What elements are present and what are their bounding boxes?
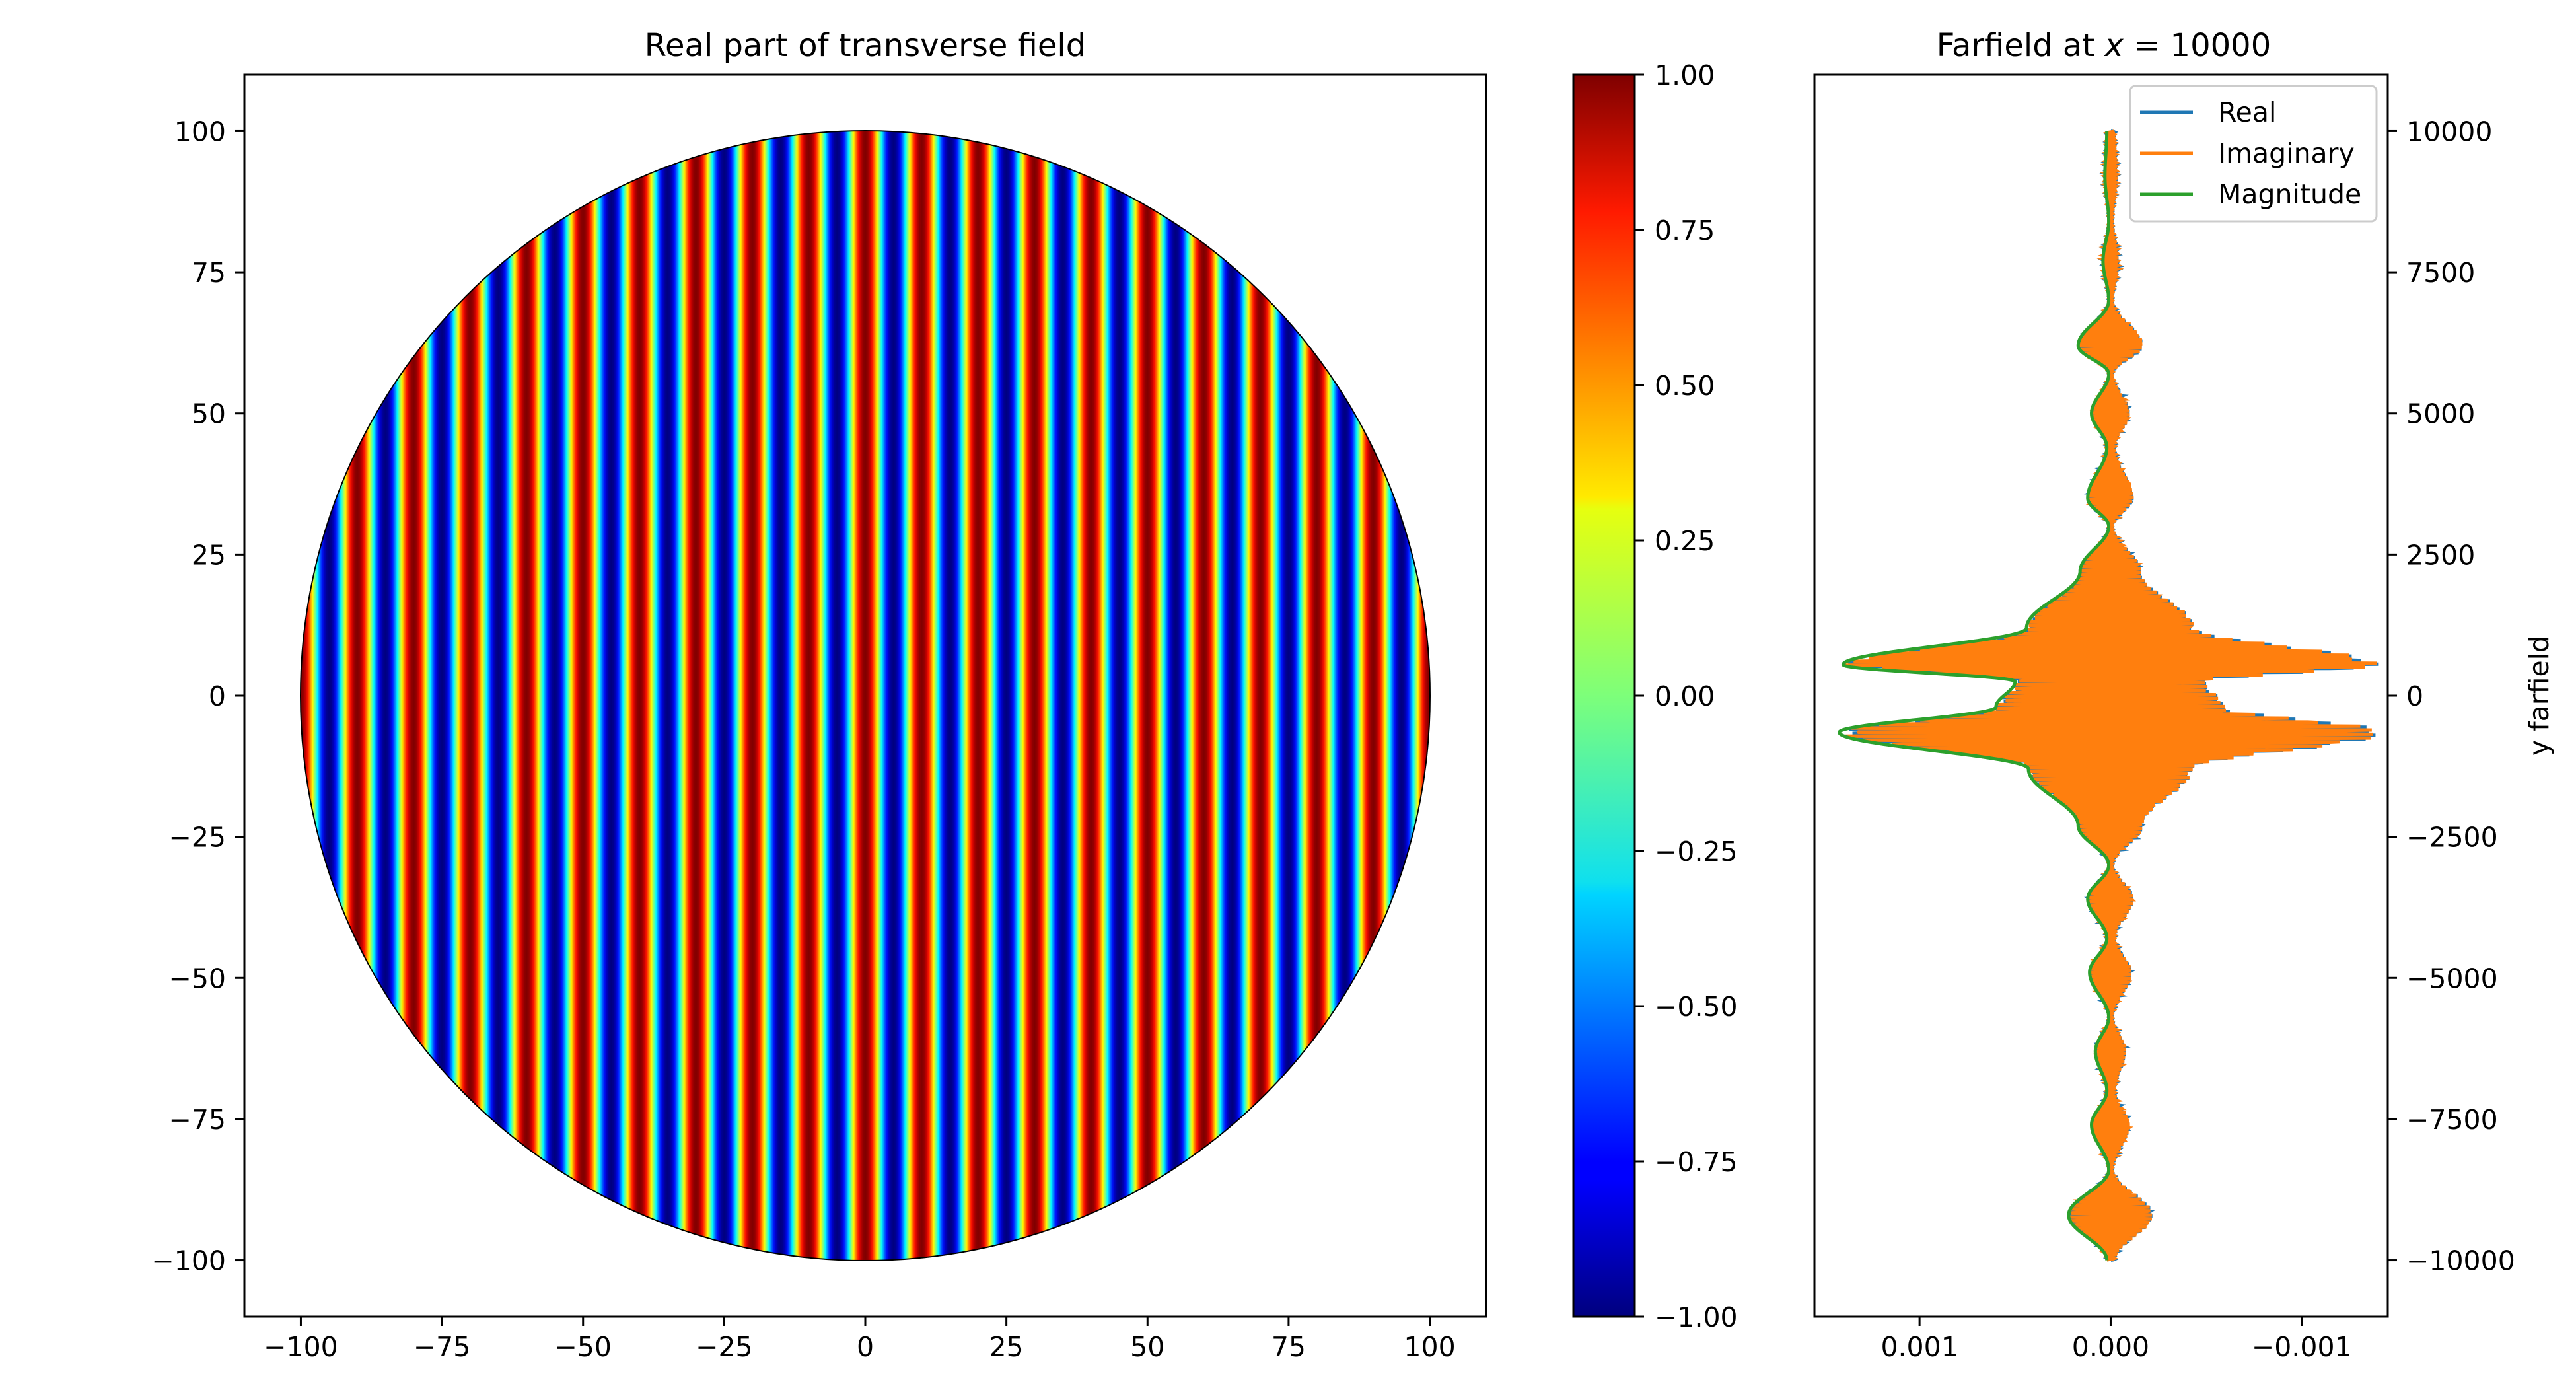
farfield-y-tick-label: 5000: [2406, 398, 2475, 430]
farfield-x-tick-label: 0.000: [2072, 1331, 2149, 1363]
heatmap-y-tick-label: 100: [174, 116, 226, 147]
legend-label-magnitude: Magnitude: [2218, 178, 2361, 210]
heatmap-y-tick-label: −75: [168, 1104, 226, 1136]
heatmap-y-tick-label: 25: [192, 539, 226, 571]
colorbar-gradient: [1572, 73, 1636, 1318]
farfield-y-tick-label: −2500: [2406, 822, 2498, 854]
farfield-title-var: x: [2103, 27, 2124, 64]
farfield-title-value: = 10000: [2124, 27, 2271, 64]
heatmap-x-tick-label: 0: [857, 1331, 874, 1363]
legend-label-imaginary: Imaginary: [2218, 137, 2355, 169]
legend-frame: [2129, 85, 2378, 223]
heatmap-y-tick-label: 75: [192, 257, 226, 289]
domain-boundary: [300, 130, 1431, 1261]
heatmap-x-tick-label: 100: [1404, 1331, 1455, 1363]
heatmap-y-tick-label: 0: [209, 680, 226, 712]
heatmap-x-tick-label: 25: [989, 1331, 1024, 1363]
heatmap-y-tick-label: 50: [192, 398, 226, 430]
farfield-title: Farfield at x = 10000: [1937, 27, 2272, 64]
farfield-ylabel: y farfield: [2523, 636, 2555, 756]
colorbar-tick-label: −0.50: [1655, 991, 1738, 1023]
heatmap-x-axis: −100 −75 −50 −25 0 25 50 75 100: [264, 1317, 1456, 1363]
farfield-panel: Farfield at x = 10000 0.001 0.000 −0.001 1…: [1813, 27, 2555, 1363]
farfield-y-tick-label: 10000: [2406, 116, 2492, 147]
heatmap-x-tick-label: −50: [554, 1331, 612, 1363]
series-imaginary-line: [1843, 129, 2377, 1262]
field-stripe-fill: [301, 131, 1430, 1261]
farfield-y-tick-label: 7500: [2406, 257, 2475, 289]
colorbar-tick-label: −0.75: [1655, 1146, 1738, 1178]
heatmap-y-tick-label: −50: [168, 963, 226, 994]
colorbar-tick-label: 0.50: [1655, 370, 1715, 402]
colorbar-ticks: 1.00 0.75 0.50 0.25 0.00 −0.25 −0.50 −0.75 −1.00: [1635, 59, 1738, 1333]
farfield-lines: [1838, 129, 2379, 1262]
heatmap-x-tick-label: −25: [696, 1331, 753, 1363]
farfield-y-axis: 10000 7500 5000 2500 0 −2500 −5000 −7500 −10000: [2388, 116, 2515, 1277]
colorbar-tick-label: 0.75: [1655, 215, 1715, 246]
farfield-y-tick-label: −5000: [2406, 963, 2498, 994]
heatmap-x-tick-label: −75: [413, 1331, 471, 1363]
heatmap-y-tick-label: −25: [168, 822, 226, 854]
heatmap-x-tick-label: −100: [264, 1331, 338, 1363]
colorbar-tick-label: 0.00: [1655, 680, 1715, 712]
colorbar-tick-label: −0.25: [1655, 836, 1738, 867]
colorbar-tick-label: 1.00: [1655, 59, 1715, 91]
farfield-y-tick-label: 0: [2406, 680, 2423, 712]
heatmap-y-axis: 100 75 50 25 0 −25 −50 −75 −100: [151, 116, 244, 1277]
series-magnitude-line: [1838, 131, 2111, 1261]
legend-label-real: Real: [2218, 96, 2276, 128]
heatmap-x-tick-label: 75: [1271, 1331, 1306, 1363]
heatmap-title: Real part of transverse field: [645, 27, 1086, 64]
farfield-x-tick-label: −0.001: [2252, 1331, 2352, 1363]
colorbar-tick-label: −1.00: [1655, 1301, 1738, 1333]
farfield-y-tick-label: 2500: [2406, 539, 2475, 571]
heatmap-y-tick-label: −100: [151, 1245, 226, 1277]
colorbar-tick-label: 0.25: [1655, 525, 1715, 557]
field-stripes: [301, 131, 1430, 1261]
farfield-y-tick-label: −7500: [2406, 1104, 2498, 1136]
farfield-x-tick-label: 0.001: [1880, 1331, 1958, 1363]
colorbar: 1.00 0.75 0.50 0.25 0.00 −0.25 −0.50 −0.75 −1.00: [1572, 59, 1738, 1333]
heatmap-x-tick-label: 50: [1130, 1331, 1164, 1363]
field-heatmap-panel: Real part of transverse field −100 −75 −50…: [151, 27, 1487, 1363]
farfield-legend: Real Imaginary Magnitude: [2129, 85, 2378, 223]
farfield-y-tick-label: −10000: [2406, 1245, 2515, 1277]
farfield-x-axis: 0.001 0.000 −0.001: [1880, 1317, 2352, 1363]
farfield-title-prefix: Farfield at: [1937, 27, 2105, 64]
